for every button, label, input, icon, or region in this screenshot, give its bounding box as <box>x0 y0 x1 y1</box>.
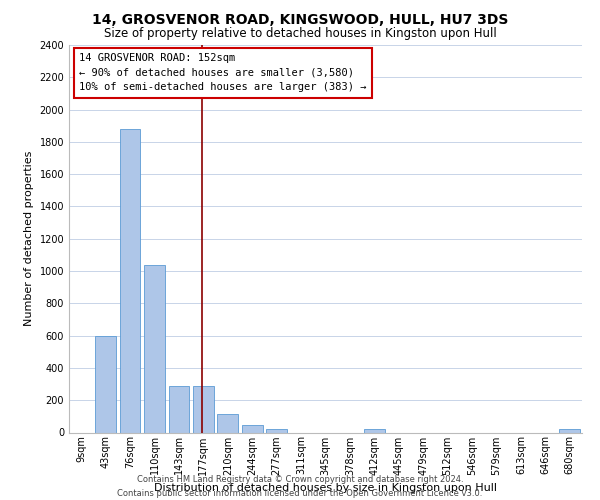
Text: 14, GROSVENOR ROAD, KINGSWOOD, HULL, HU7 3DS: 14, GROSVENOR ROAD, KINGSWOOD, HULL, HU7… <box>92 12 508 26</box>
X-axis label: Distribution of detached houses by size in Kingston upon Hull: Distribution of detached houses by size … <box>154 483 497 493</box>
Bar <box>144 266 165 432</box>
Text: Size of property relative to detached houses in Kingston upon Hull: Size of property relative to detached ho… <box>104 28 496 40</box>
Bar <box>242 425 263 432</box>
Bar <box>169 386 190 432</box>
Bar <box>95 336 116 432</box>
Bar <box>364 430 385 432</box>
Bar <box>193 386 214 432</box>
Bar <box>266 430 287 432</box>
Bar <box>119 129 140 432</box>
Bar <box>217 414 238 432</box>
Text: 14 GROSVENOR ROAD: 152sqm
← 90% of detached houses are smaller (3,580)
10% of se: 14 GROSVENOR ROAD: 152sqm ← 90% of detac… <box>79 52 367 92</box>
Text: Contains HM Land Registry data © Crown copyright and database right 2024.
Contai: Contains HM Land Registry data © Crown c… <box>118 476 482 498</box>
Y-axis label: Number of detached properties: Number of detached properties <box>24 151 34 326</box>
Bar <box>559 430 580 432</box>
